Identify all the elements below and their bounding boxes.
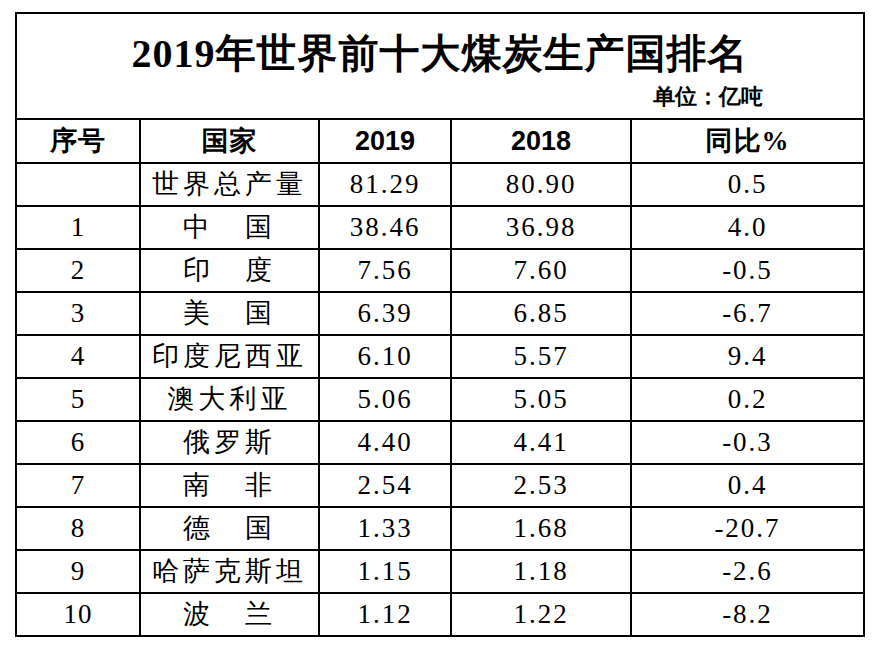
table-cell: 0.2	[631, 378, 864, 421]
table-cell: 10	[16, 593, 140, 636]
table-row: 5澳大利亚5.065.050.2	[16, 378, 864, 421]
table-cell: 0.5	[631, 163, 864, 206]
table-cell: 1.15	[319, 550, 451, 593]
table-cell: 1.33	[319, 507, 451, 550]
table-cell: 中 国	[140, 206, 319, 249]
table-cell: 7.60	[451, 249, 631, 292]
table-cell: 6.10	[319, 335, 451, 378]
table-cell: 8	[16, 507, 140, 550]
table-cell: 1.12	[319, 593, 451, 636]
table-cell: 5.05	[451, 378, 631, 421]
table-cell: 80.90	[451, 163, 631, 206]
table-cell: 7	[16, 464, 140, 507]
table-cell: 3	[16, 292, 140, 335]
table-row: 9哈萨克斯坦1.151.18-2.6	[16, 550, 864, 593]
table-cell: -0.5	[631, 249, 864, 292]
column-header-1: 国家	[140, 119, 319, 163]
table-cell: 澳大利亚	[140, 378, 319, 421]
table-cell: 德 国	[140, 507, 319, 550]
table-cell: 1.22	[451, 593, 631, 636]
table-cell: 9	[16, 550, 140, 593]
table-row: 10波 兰1.121.22-8.2	[16, 593, 864, 636]
table-cell: 4	[16, 335, 140, 378]
table-cell: 1	[16, 206, 140, 249]
column-header-4: 同比%	[631, 119, 864, 163]
table-cell: 波 兰	[140, 593, 319, 636]
table-row: 8德 国1.331.68-20.7	[16, 507, 864, 550]
table-row: 2印 度7.567.60-0.5	[16, 249, 864, 292]
table-cell: 5	[16, 378, 140, 421]
table-row: 世界总产量81.2980.900.5	[16, 163, 864, 206]
table-cell	[16, 163, 140, 206]
table-cell: 5.57	[451, 335, 631, 378]
table-cell: 南 非	[140, 464, 319, 507]
table-cell: 印度尼西亚	[140, 335, 319, 378]
table-cell: 6.85	[451, 292, 631, 335]
column-header-2: 2019	[319, 119, 451, 163]
table-cell: 81.29	[319, 163, 451, 206]
table-cell: 6.39	[319, 292, 451, 335]
table-cell: 6	[16, 421, 140, 464]
table-cell: 哈萨克斯坦	[140, 550, 319, 593]
page: 2019年世界前十大煤炭生产国排名 单位：亿吨 序号国家20192018同比% …	[0, 0, 877, 652]
coal-production-table: 2019年世界前十大煤炭生产国排名 单位：亿吨 序号国家20192018同比% …	[15, 12, 865, 637]
table-cell: 36.98	[451, 206, 631, 249]
table-cell: 世界总产量	[140, 163, 319, 206]
table-cell: -6.7	[631, 292, 864, 335]
table-cell: 5.06	[319, 378, 451, 421]
table-cell: 2	[16, 249, 140, 292]
unit-label: 单位：亿吨	[17, 82, 863, 112]
table-row: 6俄罗斯4.404.41-0.3	[16, 421, 864, 464]
table-row: 1中 国38.4636.984.0	[16, 206, 864, 249]
table-body: 世界总产量81.2980.900.51中 国38.4636.984.02印 度7…	[16, 163, 864, 636]
table-cell: 4.41	[451, 421, 631, 464]
table-cell: 2.54	[319, 464, 451, 507]
table-cell: 美 国	[140, 292, 319, 335]
table-cell: 38.46	[319, 206, 451, 249]
table-cell: -2.6	[631, 550, 864, 593]
table-cell: -8.2	[631, 593, 864, 636]
table-cell: 俄罗斯	[140, 421, 319, 464]
table-cell: 7.56	[319, 249, 451, 292]
table-cell: -0.3	[631, 421, 864, 464]
table-cell: 1.18	[451, 550, 631, 593]
table-row: 4印度尼西亚6.105.579.4	[16, 335, 864, 378]
table-cell: 印 度	[140, 249, 319, 292]
table-row: 7南 非2.542.530.4	[16, 464, 864, 507]
column-header-3: 2018	[451, 119, 631, 163]
table-cell: 4.0	[631, 206, 864, 249]
table-row: 3美 国6.396.85-6.7	[16, 292, 864, 335]
table-cell: 4.40	[319, 421, 451, 464]
title-cell: 2019年世界前十大煤炭生产国排名 单位：亿吨	[16, 13, 864, 119]
page-title: 2019年世界前十大煤炭生产国排名	[17, 28, 863, 80]
table-header-row: 序号国家20192018同比%	[16, 119, 864, 163]
table-cell: 0.4	[631, 464, 864, 507]
column-header-0: 序号	[16, 119, 140, 163]
table-cell: -20.7	[631, 507, 864, 550]
title-row: 2019年世界前十大煤炭生产国排名 单位：亿吨	[16, 13, 864, 119]
table-cell: 2.53	[451, 464, 631, 507]
table-cell: 1.68	[451, 507, 631, 550]
table-cell: 9.4	[631, 335, 864, 378]
